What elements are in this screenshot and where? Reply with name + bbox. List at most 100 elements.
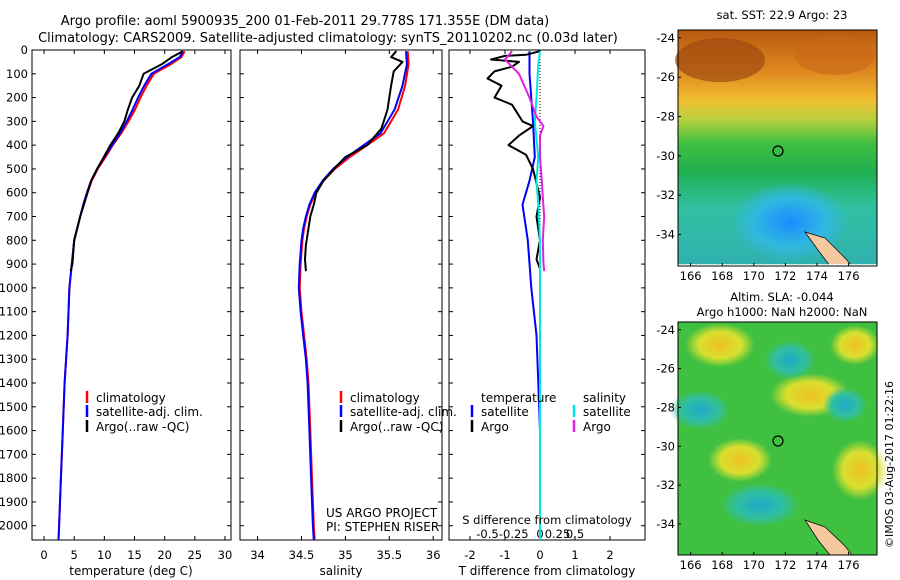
depth-tick-label: 0 bbox=[21, 43, 28, 57]
depth-tick-label: 800 bbox=[6, 233, 28, 247]
lon-tick-label: 176 bbox=[838, 558, 860, 572]
lon-tick-label: 172 bbox=[774, 269, 796, 283]
depth-tick-label: 1200 bbox=[0, 328, 28, 342]
series-line-climatology bbox=[298, 51, 410, 541]
depth-axis: 0 100 200 300 400 500 600 700 800 900 1000 1100 1200… bbox=[0, 43, 28, 533]
lon-tick-label: 172 bbox=[774, 558, 796, 572]
legend-label-climatology: climatology bbox=[350, 391, 420, 405]
series-line-satellite-adj-clim- bbox=[57, 50, 184, 541]
sla-map bbox=[670, 321, 888, 556]
depth-tick-label: 1400 bbox=[0, 376, 28, 390]
sst-warm-patch bbox=[675, 38, 765, 82]
lon-tick-label: 174 bbox=[806, 269, 828, 283]
depth-tick-label: 1300 bbox=[0, 352, 28, 366]
x-tick-label: 34.5 bbox=[289, 548, 315, 562]
sla-low-patch bbox=[764, 340, 816, 380]
sla-high-patch bbox=[832, 440, 888, 500]
top-tick-label: -0.5 bbox=[476, 527, 498, 541]
series-line-s-satellite bbox=[533, 51, 541, 540]
series-line-argo-raw-qc- bbox=[304, 50, 404, 272]
legend-label-satellite: satellite-adj. clim. bbox=[350, 405, 457, 419]
depth-tick-label: 1100 bbox=[0, 305, 28, 319]
x-tick-label: 5 bbox=[71, 548, 78, 562]
depth-tick-label: 100 bbox=[6, 67, 28, 81]
lat-tick-label: -26 bbox=[656, 70, 675, 84]
x-tick-label: 25 bbox=[187, 548, 202, 562]
legend-title-temperature: temperature bbox=[481, 391, 556, 405]
x-tick-label: 35 bbox=[338, 548, 353, 562]
lon-tick-label: 166 bbox=[680, 558, 702, 572]
project-credit-line2: PI: STEPHEN RISER bbox=[326, 520, 439, 534]
header-subtitle: Climatology: CARS2009. Satellite-adjuste… bbox=[38, 31, 618, 46]
series-line-t-satellite bbox=[521, 51, 541, 467]
salinity-chart: 34 34.5 35 35.5 36 bbox=[240, 49, 442, 562]
x-tick-label: 2 bbox=[606, 548, 613, 562]
sla-map-subtitle: Argo h1000: NaN h2000: NaN bbox=[697, 305, 868, 319]
x-tick-label: -2 bbox=[464, 548, 475, 562]
header-title: Argo profile: aoml 5900935_200 01-Feb-20… bbox=[61, 14, 550, 29]
sla-high-patch bbox=[708, 438, 772, 482]
legend-label-argo: Argo(..raw -QC) bbox=[96, 420, 189, 434]
legend-label-s-satellite: satellite bbox=[583, 405, 631, 419]
temperature-xlabel: temperature (deg C) bbox=[69, 564, 192, 578]
depth-tick-label: 600 bbox=[6, 186, 28, 200]
lat-tick-label: -24 bbox=[656, 31, 675, 45]
x-tick-label: 20 bbox=[157, 548, 172, 562]
depth-tick-label: 500 bbox=[6, 162, 28, 176]
top-tick-label: 0.5 bbox=[566, 527, 584, 541]
lat-tick-label: -28 bbox=[656, 400, 675, 414]
depth-tick-label: 200 bbox=[6, 91, 28, 105]
difference-xlabel: T difference from climatology bbox=[458, 564, 636, 578]
argo-location-marker bbox=[772, 435, 784, 447]
legend-label-argo: Argo(..raw -QC) bbox=[350, 420, 443, 434]
sst-warm-patch bbox=[795, 35, 875, 75]
x-tick-label: -1 bbox=[499, 548, 510, 562]
difference-chart: -2 -1 0 1 2-0.5 -0.25 0 0.250.5 bbox=[449, 49, 645, 562]
imos-credit: ©IMOS 03-Aug-2017 01:22:16 bbox=[883, 381, 896, 548]
series-line-s-argo bbox=[504, 50, 546, 272]
depth-tick-label: 1800 bbox=[0, 471, 28, 485]
legend-title-salinity: salinity bbox=[583, 391, 626, 405]
lon-tick-label: 168 bbox=[711, 269, 733, 283]
lat-tick-label: -24 bbox=[656, 323, 675, 337]
lon-tick-label: 166 bbox=[680, 269, 702, 283]
legend-label-climatology: climatology bbox=[96, 391, 166, 405]
lon-tick-label: 176 bbox=[838, 269, 860, 283]
lon-tick-label: 174 bbox=[806, 558, 828, 572]
sla-high-patch bbox=[685, 323, 755, 367]
sst-map-axes: 166 168 170 172 174 176 -24 -26 -28 -30 -32 -34 bbox=[656, 31, 859, 283]
sla-high-patch bbox=[830, 325, 880, 365]
x-tick-label: 15 bbox=[127, 548, 142, 562]
sla-map-axes: 166 168 170 172 174 176 -24 -26 -28 -30 -32 -34 bbox=[656, 323, 859, 572]
lat-tick-label: -32 bbox=[656, 188, 675, 202]
lat-tick-label: -28 bbox=[656, 110, 675, 124]
x-tick-label: 1 bbox=[571, 548, 578, 562]
lon-tick-label: 170 bbox=[743, 269, 765, 283]
x-tick-label: 10 bbox=[97, 548, 112, 562]
difference-panel bbox=[448, 49, 646, 541]
sst-map bbox=[675, 29, 878, 267]
top-tick-label: 0.25 bbox=[545, 527, 571, 541]
series-line-satellite-adj-clim- bbox=[297, 51, 408, 541]
difference-top-xlabel: S difference from climatology bbox=[462, 513, 632, 527]
depth-tick-label: 400 bbox=[6, 138, 28, 152]
salinity-panel bbox=[239, 49, 443, 541]
temperature-panel bbox=[31, 49, 232, 541]
x-tick-label: 35.5 bbox=[376, 548, 402, 562]
lat-tick-label: -30 bbox=[656, 439, 675, 453]
lat-tick-label: -32 bbox=[656, 478, 675, 492]
x-tick-label: 0 bbox=[536, 548, 543, 562]
depth-tick-label: 1600 bbox=[0, 424, 28, 438]
sla-map-title: Altim. SLA: -0.044 bbox=[730, 290, 834, 304]
temperature-legend: climatology satellite-adj. clim. Argo(..… bbox=[85, 391, 203, 434]
legend-label-s-argo: Argo bbox=[583, 420, 611, 434]
temperature-chart: 0 5 10 15 20 25 30 bbox=[32, 49, 233, 562]
legend-label-t-satellite: satellite bbox=[481, 405, 529, 419]
lon-tick-label: 168 bbox=[711, 558, 733, 572]
depth-tick-label: 2000 bbox=[0, 519, 28, 533]
top-tick-label: -0.25 bbox=[499, 527, 529, 541]
x-tick-label: 30 bbox=[218, 548, 233, 562]
sla-low-patch bbox=[670, 390, 730, 430]
legend-label-t-argo: Argo bbox=[481, 420, 509, 434]
